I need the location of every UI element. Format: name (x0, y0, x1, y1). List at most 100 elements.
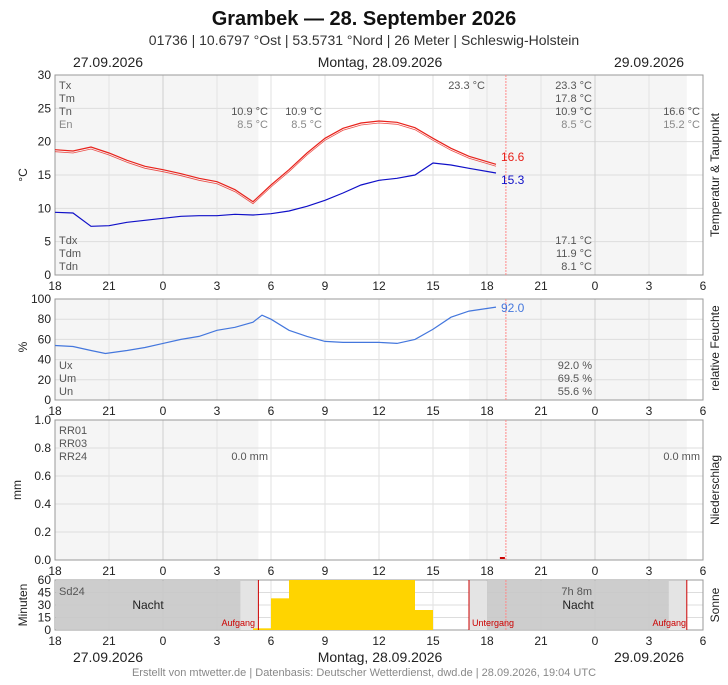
date-left-bottom: 27.09.2026 (73, 649, 143, 665)
humidity-xtick-label: 21 (534, 404, 548, 418)
precipitation-xtick-label: 6 (268, 564, 275, 578)
precipitation-ytick-label: 0.0 (34, 553, 51, 567)
stat-en-day1: 8.5 °C (237, 119, 268, 131)
stat-tdx-right: 17.1 °C (555, 235, 592, 247)
humidity-end-label: 92.0 (501, 301, 525, 315)
sunshine-ytick-label: 60 (38, 573, 52, 587)
humidity-stats: Ux Um Un 92.0 % 69.5 % 55.6 % (59, 360, 592, 398)
temperature-xtick-label: 0 (160, 279, 167, 293)
stat-un-value: 55.6 % (558, 386, 592, 398)
precipitation-xtick-label: 6 (700, 564, 707, 578)
sunshine-xtick-label: 3 (646, 634, 653, 648)
temperature-xtick-label: 6 (268, 279, 275, 293)
precipitation-xtick-label: 21 (534, 564, 548, 578)
sunshine-xtick-label: 18 (48, 634, 62, 648)
precipitation-ytick-label: 0.2 (34, 525, 51, 539)
twilight-shading (469, 581, 487, 630)
sunshine-bar (397, 580, 415, 630)
humidity-xtick-label: 18 (480, 404, 494, 418)
temperature-xtick-label: 18 (480, 279, 494, 293)
twilight-shading (668, 581, 687, 630)
temperature-xtick-label: 21 (102, 279, 116, 293)
stat-label-tx: Tx (59, 80, 72, 92)
humidity-xtick-label: 3 (646, 404, 653, 418)
temperature-xtick-label: 3 (646, 279, 653, 293)
sunshine-bar (325, 580, 343, 630)
stat-label-tdn: Tdn (59, 261, 78, 273)
precipitation-xtick-label: 0 (592, 564, 599, 578)
sunshine-panel-title: Sonne (708, 587, 722, 622)
stat-label-en: En (59, 119, 72, 131)
precipitation-xtick-label: 3 (646, 564, 653, 578)
dewpoint-end-label: 15.3 (501, 173, 525, 187)
stat-sd24-value: 7h 8m (561, 586, 592, 598)
date-center-top: Montag, 28.09.2026 (318, 54, 443, 70)
precipitation-panel: 0.0 0.2 0.4 0.6 0.8 1.0 18 21 0 3 6 9 12 15 18 21 0 3 6 (34, 413, 706, 578)
temperature-ylabel: °C (16, 168, 30, 182)
page-title: Grambek — 28. September 2026 (212, 8, 517, 30)
humidity-xtick-label: 6 (700, 404, 707, 418)
precipitation-ytick-label: 0.6 (34, 469, 51, 483)
sunshine-xtick-label: 9 (322, 634, 329, 648)
temperature-panel-title: Temperatur & Taupunkt (708, 112, 722, 237)
precipitation-night-band (55, 420, 259, 560)
stat-rr24-day2: 0.0 mm (663, 451, 700, 463)
precip-panel-title: Niederschlag (708, 455, 722, 525)
stat-tx-peak: 23.3 °C (448, 80, 485, 92)
temperature-xtick-label: 6 (700, 279, 707, 293)
precipitation-xtick-label: 9 (322, 564, 329, 578)
stat-en-far: 15.2 °C (663, 119, 700, 131)
humidity-night-band (469, 299, 687, 400)
sunshine-xtick-label: 21 (102, 634, 116, 648)
temperature-series-line-0 (54, 120, 497, 203)
sunrise-label-1: Aufgang (221, 618, 255, 628)
humidity-ytick-label: 60 (38, 332, 52, 346)
precipitation-xtick-label: 18 (480, 564, 494, 578)
temperature-ytick-label: 20 (38, 135, 52, 149)
stat-rr24-day1: 0.0 mm (231, 451, 268, 463)
precipitation-ytick-label: 1.0 (34, 413, 51, 427)
date-right-bottom: 29.09.2026 (614, 649, 684, 665)
temperature-ytick-label: 5 (44, 235, 51, 249)
temperature-xtick-label: 3 (214, 279, 221, 293)
temperature-ytick-label: 10 (38, 201, 52, 215)
stat-label-tn: Tn (59, 106, 72, 118)
temperature-ytick-label: 25 (38, 101, 52, 115)
night-label-1: Nacht (132, 598, 164, 612)
stat-tm-right: 17.8 °C (555, 93, 592, 105)
stat-en-day2: 8.5 °C (291, 119, 322, 131)
humidity-xtick-label: 9 (322, 404, 329, 418)
stat-label-ux: Ux (59, 360, 73, 372)
temperature-frame (54, 74, 704, 276)
stat-label-tdm: Tdm (59, 248, 81, 260)
stat-ux-value: 92.0 % (558, 360, 592, 372)
stat-label-un: Un (59, 386, 73, 398)
stat-label-rr03: RR03 (59, 438, 87, 450)
temperature-xtick-label: 12 (372, 279, 386, 293)
sunshine-bar (343, 580, 361, 630)
temperature-series-line-band (54, 122, 497, 205)
humidity-xtick-label: 3 (214, 404, 221, 418)
sunshine-ylabel: Minuten (16, 584, 30, 627)
humidity-xtick-label: 18 (48, 404, 62, 418)
date-right-top: 29.09.2026 (614, 54, 684, 70)
precipitation-night-band (469, 420, 687, 560)
precipitation-xtick-label: 15 (426, 564, 440, 578)
sunshine-bar (289, 580, 307, 630)
temperature-xtick-label: 18 (48, 279, 62, 293)
stat-tn-far: 16.6 °C (663, 106, 700, 118)
precipitation-ytick-label: 0.8 (34, 441, 51, 455)
temperature-ytick-label: 15 (38, 168, 52, 182)
humidity-panel-title: relative Feuchte (708, 305, 722, 391)
humidity-panel: 0 20 40 60 80 100 18 21 0 3 6 9 12 15 18 21 0 3 6 (31, 292, 707, 418)
sunshine-xtick-label: 18 (480, 634, 494, 648)
sunshine-ytick-label: 45 (38, 586, 52, 600)
sunshine-xtick-label: 6 (268, 634, 275, 648)
stat-tx-right: 23.3 °C (555, 80, 592, 92)
humidity-xtick-label: 6 (268, 404, 275, 418)
precipitation-xtick-label: 12 (372, 564, 386, 578)
precipitation-xtick-label: 21 (102, 564, 116, 578)
